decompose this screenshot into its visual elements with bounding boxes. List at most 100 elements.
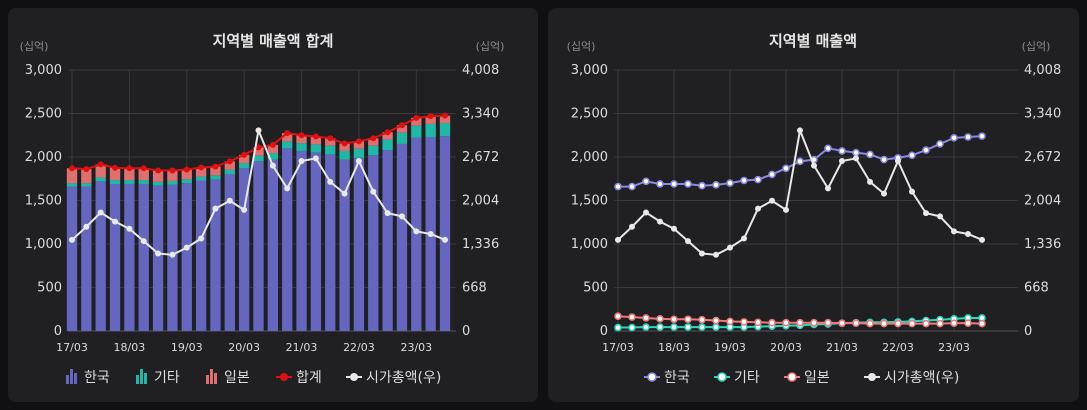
legend-item-시가총액우[interactable]: 시가총액(우) [864, 370, 959, 386]
point-합계 [212, 163, 219, 170]
legend[interactable]: 한국 기타 일본 시가총액(우) [644, 370, 959, 386]
point-일본 [880, 319, 888, 328]
y-right-tick-label: 1,336 [462, 237, 499, 252]
point-시가총액우 [699, 250, 705, 257]
point-시가총액우 [198, 235, 205, 242]
point-일본 [614, 312, 622, 321]
bar-일본 [282, 133, 293, 142]
point-한국 [824, 144, 832, 153]
y-right-tick-label: 3,340 [462, 107, 499, 122]
point-일본 [796, 318, 804, 327]
stacked-bar-chart: 지역별 매출액 합계 (십억) (십억) 0 500 1,000 1,500 2,000… [20, 32, 505, 386]
point-일본 [670, 315, 678, 324]
point-일본 [628, 313, 636, 321]
point-일본 [712, 316, 720, 325]
bar-한국 [396, 143, 408, 331]
point-시가총액우 [212, 205, 219, 212]
point-일본 [684, 315, 692, 324]
bar-기타 [339, 150, 350, 160]
x-tick-label: 20/03 [228, 341, 260, 354]
bar-한국 [382, 150, 393, 331]
legend-item-한국[interactable]: 한국 [644, 370, 690, 386]
y-left-tick-label: 2,000 [25, 150, 62, 165]
bar-일본 [210, 166, 221, 176]
bar-한국 [325, 154, 336, 331]
bar-기타 [325, 145, 336, 155]
bar-한국 [95, 181, 106, 331]
point-합계 [69, 165, 75, 172]
point-합계 [112, 164, 119, 171]
y-left-tick-label: 1,500 [571, 194, 608, 209]
point-일본 [642, 314, 650, 322]
bar-기타 [411, 125, 422, 138]
legend-item-합계[interactable]: 합계 [276, 370, 322, 386]
point-한국 [768, 170, 776, 179]
legend-item-일본[interactable]: 일본 [206, 369, 250, 386]
chart-title: 지역별 매출액 [769, 32, 857, 50]
y-axis-right-unit: (십억) [1022, 40, 1051, 53]
point-시가총액우 [140, 238, 147, 245]
legend-marker-icon [280, 373, 288, 381]
x-tick-label: 21/03 [286, 341, 318, 354]
point-일본 [894, 319, 902, 328]
bar-일본 [296, 135, 307, 144]
point-한국 [754, 175, 762, 184]
point-합계 [370, 135, 377, 142]
point-일본 [908, 319, 916, 328]
bar-기타 [195, 176, 207, 181]
legend-item-한국[interactable]: 한국 [66, 369, 110, 386]
point-일본 [768, 318, 776, 327]
point-합계 [427, 113, 434, 120]
legend[interactable]: 한국 기타 일본 합계 시가총액(우) [66, 369, 441, 386]
point-합계 [413, 114, 420, 121]
legend-bar-icon [66, 375, 69, 384]
point-합계 [384, 129, 391, 136]
legend-bar-icon [144, 373, 147, 384]
point-합계 [298, 132, 305, 139]
point-시가총액우 [355, 158, 362, 165]
point-일본 [740, 318, 748, 326]
x-tick-label: 22/03 [343, 341, 375, 354]
bar-일본 [109, 167, 121, 181]
point-한국 [726, 179, 734, 187]
point-합계 [241, 151, 248, 158]
y-right-tick-label: 0 [462, 324, 470, 339]
bar-기타 [66, 183, 78, 187]
bar-일본 [411, 117, 422, 126]
bar-한국 [411, 137, 422, 331]
bar-기타 [253, 155, 264, 162]
point-시가총액우 [97, 209, 104, 216]
legend-item-기타[interactable]: 기타 [714, 370, 760, 386]
y-right-tick-label: 668 [1024, 281, 1049, 296]
point-시가총액우 [312, 155, 319, 162]
point-시가총액우 [657, 218, 663, 225]
legend-marker-icon [647, 372, 657, 382]
legend-item-시가총액우[interactable]: 시가총액(우) [346, 370, 441, 386]
bar-일본 [382, 132, 393, 140]
point-합계 [169, 167, 176, 174]
point-시가총액우 [370, 188, 377, 195]
point-일본 [922, 319, 930, 328]
bar-일본 [152, 170, 164, 182]
point-합계 [341, 140, 348, 147]
point-일본 [950, 319, 958, 327]
legend-item-일본[interactable]: 일본 [784, 370, 830, 386]
y-left-tick-label: 2,500 [25, 107, 62, 122]
bar-기타 [167, 180, 178, 185]
bar-일본 [95, 164, 106, 178]
bar-기타 [210, 175, 221, 180]
bar-기타 [224, 169, 235, 175]
point-시가총액우 [126, 225, 133, 232]
point-시가총액우 [241, 206, 248, 213]
legend-label: 합계 [296, 370, 322, 386]
bar-일본 [325, 138, 336, 146]
legend-bar-icon [206, 375, 209, 384]
bar-기타 [382, 139, 393, 151]
point-한국 [796, 157, 804, 166]
point-한국 [908, 151, 916, 160]
bar-한국 [167, 184, 178, 331]
point-합계 [284, 130, 291, 137]
point-시가총액우 [867, 178, 873, 185]
point-합계 [312, 133, 319, 140]
legend-item-기타[interactable]: 기타 [136, 369, 180, 386]
